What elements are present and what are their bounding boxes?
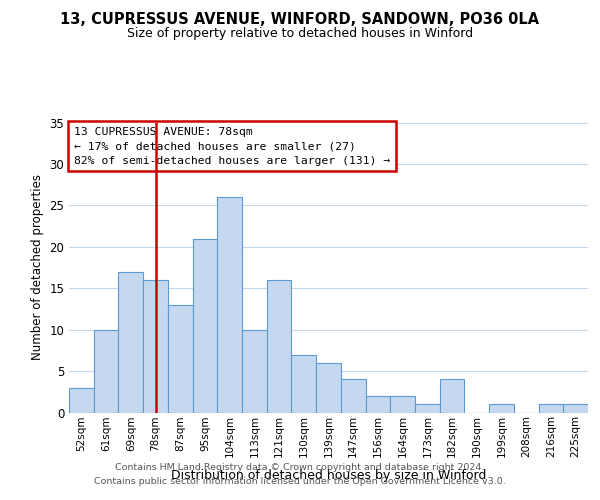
Bar xyxy=(118,272,143,412)
Text: Contains HM Land Registry data © Crown copyright and database right 2024.: Contains HM Land Registry data © Crown c… xyxy=(115,464,485,472)
X-axis label: Distribution of detached houses by size in Winford: Distribution of detached houses by size … xyxy=(171,468,486,481)
Bar xyxy=(539,404,563,412)
Bar xyxy=(292,354,316,412)
Bar xyxy=(242,330,267,412)
Bar xyxy=(94,330,118,412)
Bar xyxy=(489,404,514,412)
Bar xyxy=(563,404,588,412)
Bar xyxy=(193,238,217,412)
Bar xyxy=(341,380,365,412)
Bar xyxy=(365,396,390,412)
Bar xyxy=(143,280,168,412)
Bar xyxy=(390,396,415,412)
Text: 13 CUPRESSUS AVENUE: 78sqm
← 17% of detached houses are smaller (27)
82% of semi: 13 CUPRESSUS AVENUE: 78sqm ← 17% of deta… xyxy=(74,127,391,166)
Y-axis label: Number of detached properties: Number of detached properties xyxy=(31,174,44,360)
Bar xyxy=(316,363,341,412)
Bar xyxy=(69,388,94,412)
Text: 13, CUPRESSUS AVENUE, WINFORD, SANDOWN, PO36 0LA: 13, CUPRESSUS AVENUE, WINFORD, SANDOWN, … xyxy=(61,12,539,28)
Bar xyxy=(168,305,193,412)
Bar xyxy=(440,380,464,412)
Text: Contains public sector information licensed under the Open Government Licence v3: Contains public sector information licen… xyxy=(94,477,506,486)
Bar xyxy=(217,197,242,412)
Text: Size of property relative to detached houses in Winford: Size of property relative to detached ho… xyxy=(127,28,473,40)
Bar xyxy=(415,404,440,412)
Bar xyxy=(267,280,292,412)
